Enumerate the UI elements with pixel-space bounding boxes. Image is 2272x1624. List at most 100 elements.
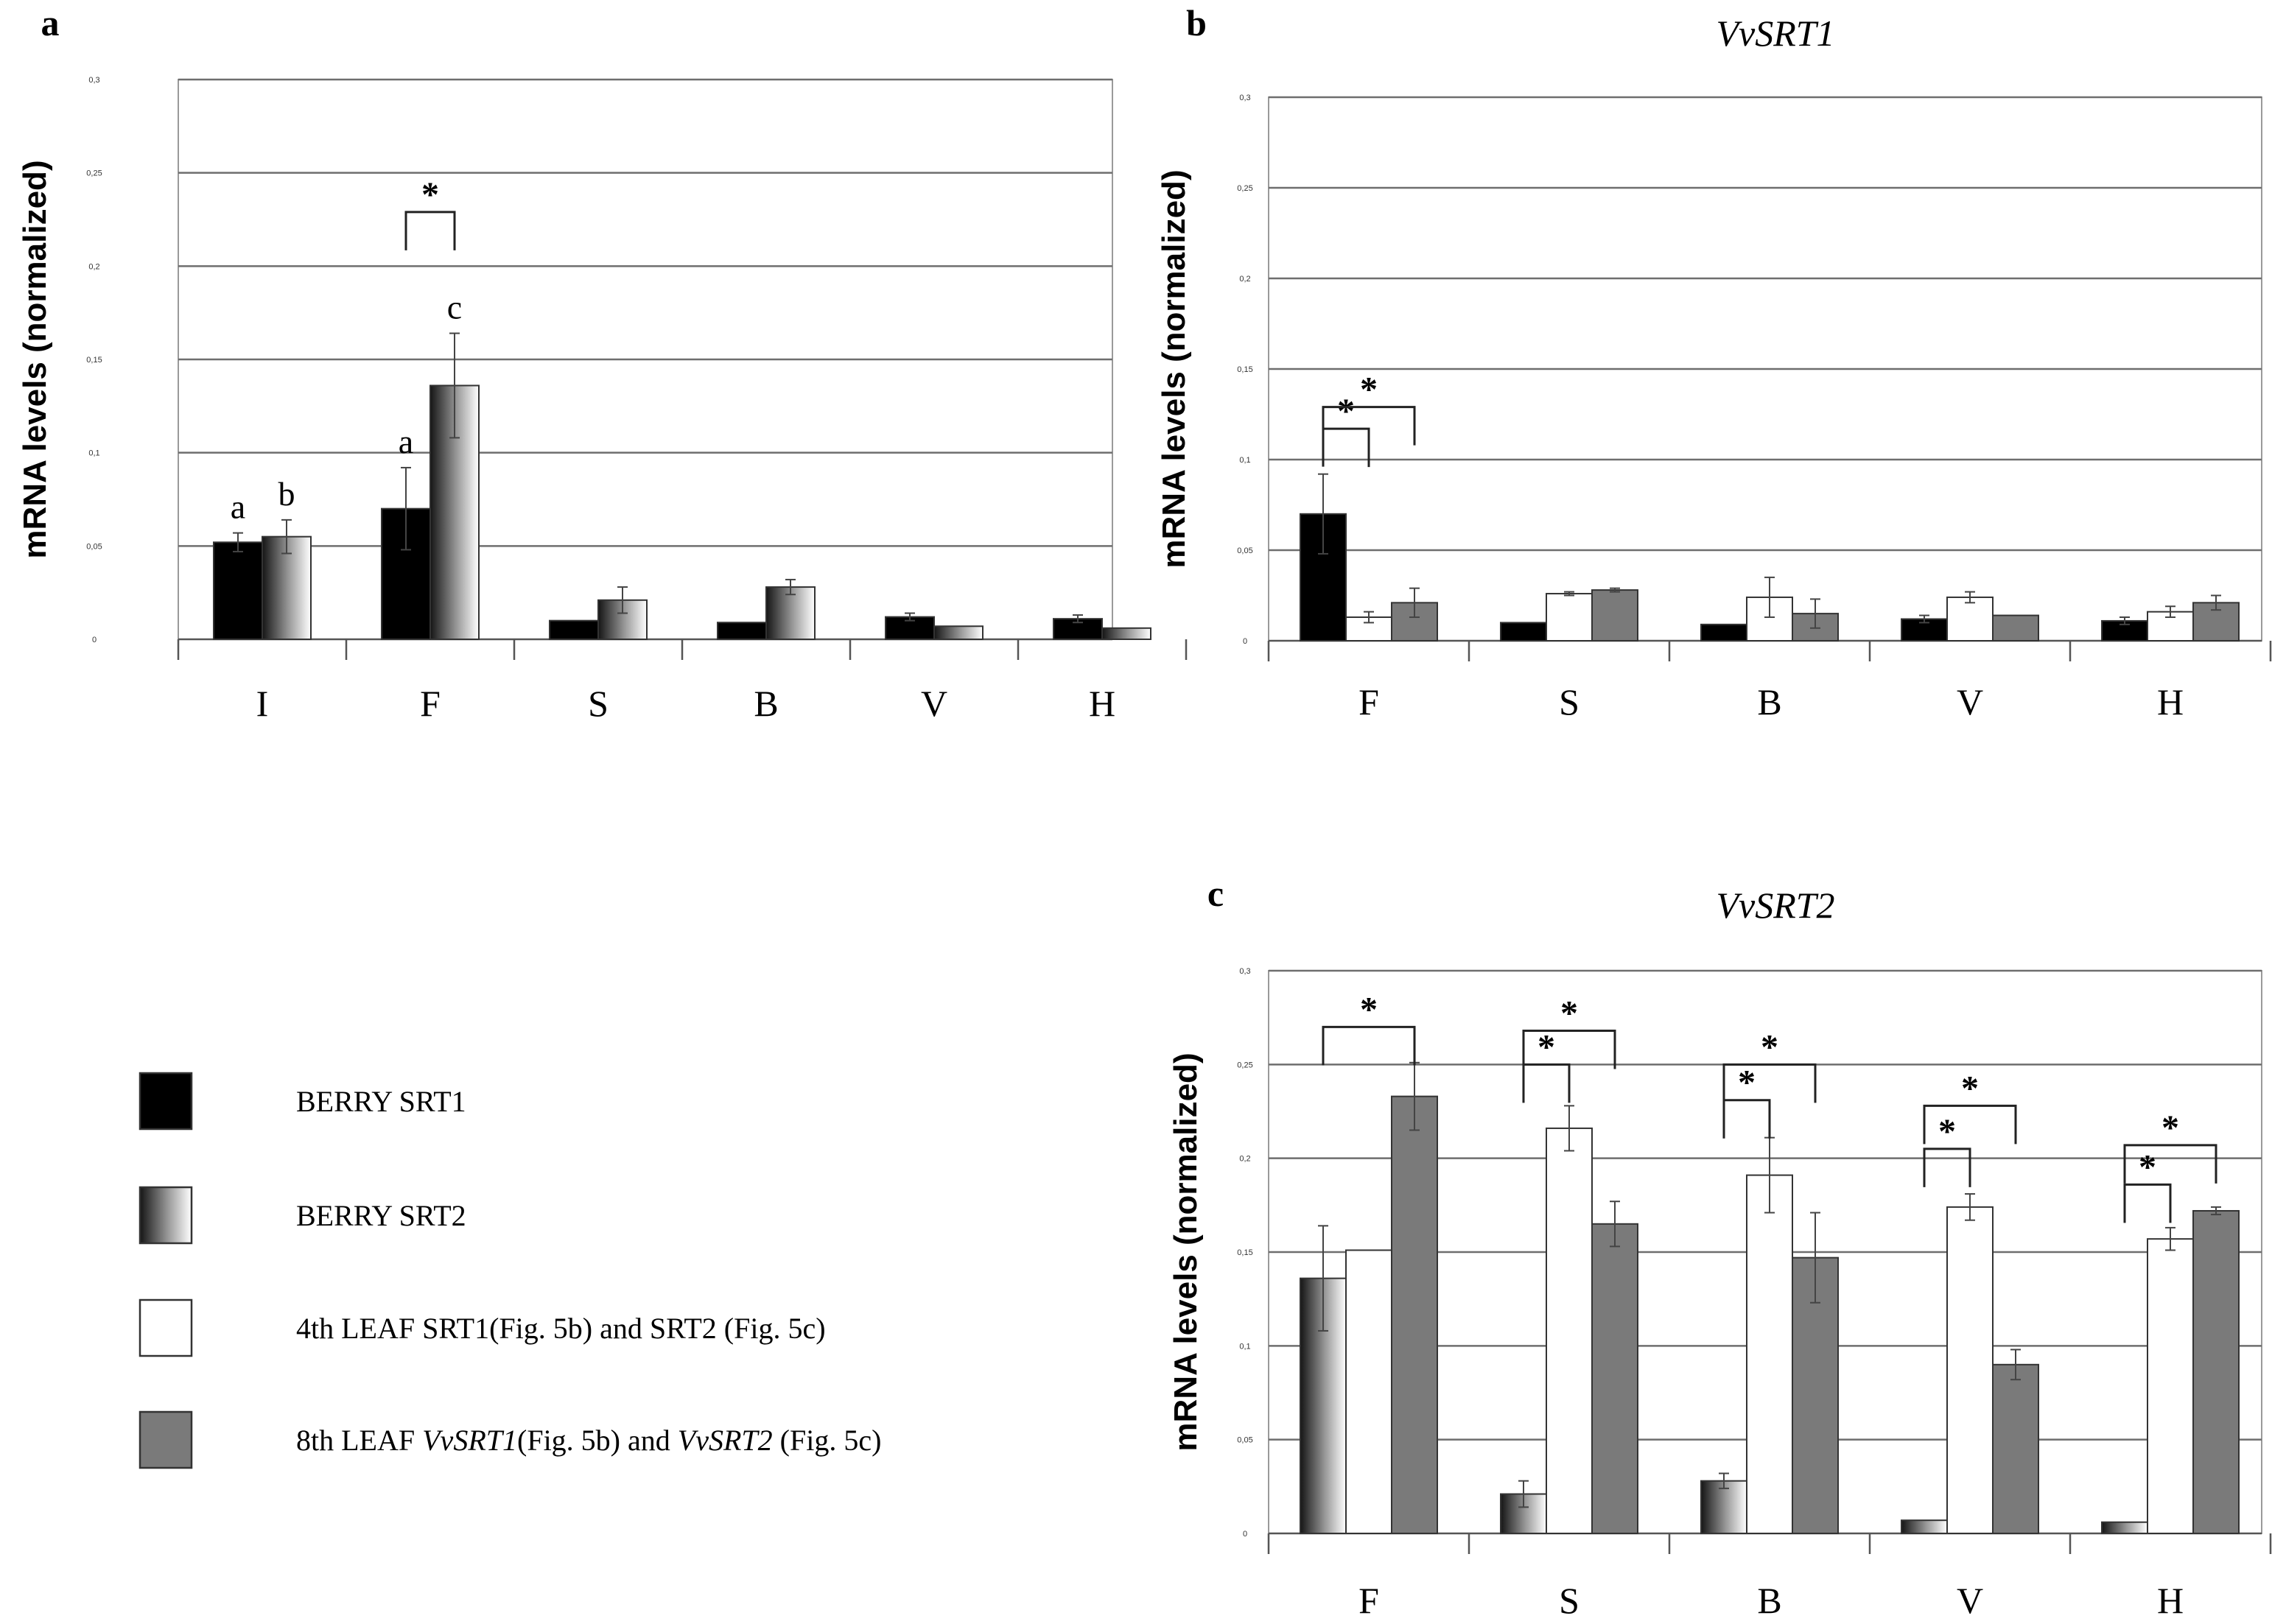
y-tick-label: 0,2 (1239, 275, 1250, 284)
significance-bracket (1722, 1099, 1771, 1139)
x-tick-label: V (1957, 1580, 1983, 1621)
significance-asterisk: * (1360, 990, 1378, 1029)
chart-panel-b: b VvSRT1 0 0,05 0,1 0,15 0,2 0,25 0,3 mRNA levels… (1156, 2, 2272, 723)
y-tick-label: 0,3 (1239, 967, 1250, 976)
bar-berry_srt1 (1500, 622, 1547, 642)
legend-label: 4th LEAF SRT1(Fig. 5b) and SRT2 (Fig. 5c… (296, 1312, 826, 1345)
legend: BERRY SRT1 BERRY SRT2 4th LEAF SRT1(Fig. 5… (139, 1072, 881, 1469)
bar-berry_srt2 (429, 384, 480, 640)
legend-swatch (139, 1410, 193, 1469)
legend-label: BERRY SRT2 (296, 1199, 466, 1232)
bar-leaf8 (1992, 614, 2039, 641)
x-tick-label: V (1957, 681, 1983, 723)
significance-letter: b (278, 475, 295, 513)
significance-bracket (1522, 1029, 1616, 1069)
significance-asterisk: * (1738, 1064, 1756, 1103)
legend-label-part: (Fig. 5c) (773, 1424, 882, 1457)
x-tick-label: B (1757, 1580, 1781, 1621)
legend-swatch (139, 1298, 193, 1357)
x-tick-label: H (2157, 681, 2184, 723)
bar-leaf4 (1746, 1174, 1793, 1534)
significance-bracket (1322, 1025, 1416, 1066)
y-tick-label: 0,2 (88, 262, 99, 271)
x-tick-label: S (588, 683, 609, 724)
y-tick-label: 0 (1243, 1530, 1247, 1539)
y-axis-label: mRNA levels (normalized) (17, 160, 53, 558)
bar-berry_srt2 (1700, 1480, 1747, 1535)
legend-item-leaf8: 8th LEAF VvSRT1(Fig. 5b) and VvSRT2 (Fig… (139, 1410, 881, 1469)
y-tick-label: 0,2 (1239, 1155, 1250, 1164)
legend-item-berry_srt1: BERRY SRT1 (139, 1072, 466, 1131)
bar-leaf8 (1792, 1256, 1839, 1534)
bar-leaf4 (1546, 593, 1593, 641)
bar-leaf4 (1345, 1249, 1392, 1535)
significance-bracket (2123, 1183, 2172, 1223)
x-tick-label: I (256, 683, 269, 724)
significance-bracket (1322, 406, 1416, 446)
significance-bracket (1923, 1104, 2017, 1145)
significance-letter: a (231, 488, 245, 526)
x-tick-label: F (1358, 681, 1379, 723)
legend-label: BERRY SRT1 (296, 1085, 466, 1118)
x-tick-label: S (1559, 681, 1579, 723)
significance-letter: a (399, 423, 413, 460)
legend-label: 8th LEAF VvSRT1(Fig. 5b) and VvSRT2 (Fig… (296, 1424, 881, 1457)
bar-berry_srt2 (1101, 627, 1151, 640)
y-tick-label: 0,1 (1239, 1342, 1250, 1351)
bar-berry_srt2 (933, 625, 984, 640)
legend-label-part: VvSRT2 (678, 1424, 773, 1457)
panel-letter: c (1207, 873, 1224, 914)
significance-bracket (1923, 1147, 1971, 1187)
legend-swatch (139, 1186, 193, 1245)
y-tick-label: 0,3 (1239, 94, 1250, 102)
bar-leaf4 (1946, 596, 1994, 642)
panel-letter: b (1186, 2, 1207, 43)
x-tick-label: B (1757, 681, 1781, 723)
bar-leaf8 (2192, 1209, 2240, 1535)
y-tick-label: 0,05 (1237, 546, 1252, 555)
chart-panel-c: c VvSRT2 0 0,05 0,1 0,15 0,2 0,25 0,3 mRNA levels… (1168, 873, 2272, 1621)
legend-label-part: (Fig. 5b) and (517, 1424, 678, 1457)
x-tick-label: H (2157, 1580, 2184, 1621)
y-tick-label: 0,15 (1237, 1248, 1252, 1257)
y-axis-label: mRNA levels (normalized) (1168, 1052, 1204, 1451)
bar-leaf8 (1992, 1363, 2039, 1535)
significance-asterisk: * (2161, 1108, 2179, 1147)
bar-leaf4 (2147, 1238, 2194, 1534)
bar-berry_srt2 (2101, 1521, 2148, 1534)
legend-label-part: 8th LEAF (296, 1424, 422, 1457)
significance-asterisk: * (1360, 370, 1378, 409)
bar-berry_srt1 (213, 541, 263, 640)
y-tick-label: 0,05 (86, 542, 102, 551)
bar-berry_srt2 (597, 599, 648, 640)
significance-asterisk: * (421, 175, 439, 214)
chart-title: VvSRT2 (1716, 885, 1834, 926)
y-axis-label: mRNA levels (normalized) (1156, 169, 1192, 568)
y-tick-label: 0,25 (86, 169, 102, 178)
bar-berry_srt1 (1700, 623, 1747, 641)
x-tick-label: B (754, 683, 778, 724)
y-tick-label: 0 (1243, 637, 1247, 646)
bar-leaf8 (1591, 1223, 1638, 1535)
x-tick-label: F (1358, 1580, 1379, 1621)
significance-asterisk: * (2139, 1147, 2156, 1187)
significance-asterisk: * (1560, 994, 1578, 1033)
x-tick-label: S (1559, 1580, 1579, 1621)
bar-berry_srt2 (765, 586, 816, 640)
y-tick-label: 0,25 (1237, 1061, 1252, 1069)
bar-leaf8 (1391, 602, 1438, 642)
significance-bracket (1522, 1063, 1571, 1103)
y-tick-label: 0,3 (88, 76, 99, 85)
significance-asterisk: * (1761, 1027, 1778, 1066)
y-tick-label: 0,15 (1237, 365, 1252, 374)
significance-asterisk: * (1337, 392, 1355, 431)
y-tick-label: 0,25 (1237, 184, 1252, 193)
chart-title: VvSRT1 (1716, 13, 1834, 54)
bar-leaf4 (1546, 1127, 1593, 1535)
x-tick-label: F (420, 683, 441, 724)
bar-berry_srt1 (717, 622, 767, 641)
legend-item-leaf4: 4th LEAF SRT1(Fig. 5b) and SRT2 (Fig. 5c… (139, 1298, 826, 1357)
bar-leaf8 (1391, 1095, 1438, 1535)
significance-bracket (2123, 1144, 2217, 1184)
